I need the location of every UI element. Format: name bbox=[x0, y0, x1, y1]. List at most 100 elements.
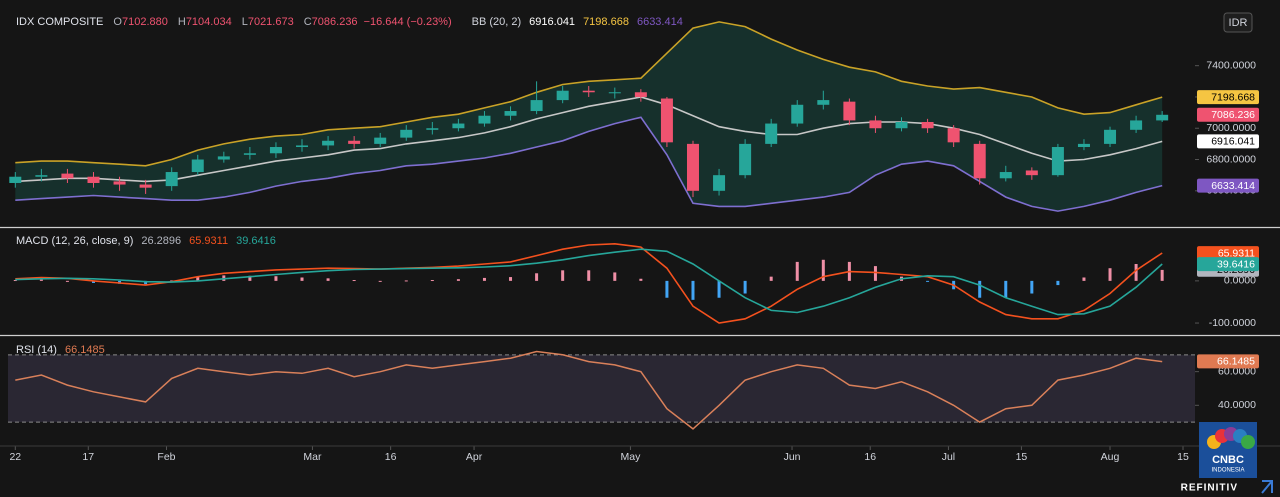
header-item: RSI (14) bbox=[16, 344, 57, 356]
histogram-bar bbox=[1108, 268, 1112, 281]
price-tag-label: 6633.414 bbox=[1211, 180, 1255, 192]
provider: REFINITIV bbox=[1181, 483, 1238, 494]
candle-body bbox=[817, 100, 830, 105]
header-item: 7104.034 bbox=[186, 16, 232, 28]
currency[interactable]: IDR bbox=[1229, 17, 1248, 29]
histogram-bar bbox=[404, 280, 408, 282]
histogram-bar bbox=[1082, 277, 1086, 281]
x-tick-label: 16 bbox=[385, 451, 397, 463]
header-item: C bbox=[304, 16, 312, 28]
candle-body bbox=[634, 92, 647, 97]
header-item: MACD (12, 26, close, 9) bbox=[16, 235, 133, 247]
candle-body bbox=[999, 172, 1012, 179]
candle-body bbox=[139, 184, 152, 188]
price-tag-label: 6916.041 bbox=[1211, 136, 1255, 148]
histogram-bar bbox=[873, 266, 877, 281]
level-band bbox=[8, 354, 1195, 423]
histogram-bar bbox=[274, 276, 278, 281]
histogram-bar bbox=[795, 261, 799, 281]
candle-body bbox=[686, 143, 699, 191]
histogram-bar bbox=[326, 278, 330, 281]
candle-body bbox=[921, 121, 934, 129]
candle-body bbox=[582, 90, 595, 93]
candle-body bbox=[322, 140, 335, 146]
histogram-bar bbox=[482, 277, 486, 281]
header-item: 6633.414 bbox=[637, 16, 683, 28]
candle-body bbox=[660, 98, 673, 143]
histogram-bar bbox=[639, 278, 643, 281]
histogram-bar bbox=[587, 270, 591, 281]
histogram-bar bbox=[196, 276, 200, 281]
price-tag-label: 66.1485 bbox=[1217, 356, 1255, 368]
histogram-bar bbox=[1004, 280, 1008, 298]
price-tag bbox=[1197, 354, 1259, 369]
header-item: 7198.668 bbox=[583, 16, 629, 28]
candle-body bbox=[191, 159, 204, 173]
x-tick-label: Jun bbox=[784, 451, 801, 463]
y-tick-label: 7400.0000 bbox=[1206, 59, 1256, 71]
candle-body bbox=[973, 143, 986, 179]
candle-body bbox=[843, 101, 856, 121]
header-item: 26.2896 bbox=[141, 235, 181, 247]
logo-subtext: INDONESIA bbox=[1211, 468, 1244, 474]
candle-body bbox=[478, 115, 491, 124]
histogram-bar bbox=[535, 273, 539, 281]
header-item: 66.1485 bbox=[65, 344, 105, 356]
histogram-bar bbox=[248, 275, 252, 281]
header-item: 7086.236 bbox=[312, 16, 358, 28]
histogram-bar bbox=[65, 280, 69, 282]
candle-body bbox=[947, 128, 960, 143]
y-tick-label: 60.0000 bbox=[1218, 365, 1256, 377]
header-item: O bbox=[113, 16, 122, 28]
y-tick-label: -100.0000 bbox=[1209, 317, 1256, 329]
candle-body bbox=[348, 140, 361, 144]
panel-header: RSI (14) 66.1485 bbox=[16, 344, 105, 356]
candle-body bbox=[739, 143, 752, 176]
histogram-bar bbox=[300, 277, 304, 281]
price-tag bbox=[1197, 257, 1259, 272]
candle-body bbox=[217, 156, 230, 160]
panel-header: IDX COMPOSITE O7102.880 H7104.034 L7021.673… bbox=[16, 16, 683, 28]
price-tag bbox=[1197, 178, 1259, 193]
candle-body bbox=[269, 147, 282, 154]
candle-body bbox=[113, 181, 126, 185]
x-tick-label: Apr bbox=[466, 451, 483, 463]
candle-body bbox=[452, 123, 465, 129]
candle-body bbox=[869, 120, 882, 129]
candle-body bbox=[87, 176, 100, 183]
header-item: 65.9311 bbox=[189, 235, 228, 247]
candle-body bbox=[243, 153, 256, 155]
header-item: −16.644 (−0.23%) bbox=[364, 16, 452, 28]
candle-body bbox=[713, 175, 726, 191]
x-tick-label: May bbox=[621, 451, 642, 463]
histogram-bar bbox=[821, 259, 825, 281]
currency-button[interactable] bbox=[1223, 12, 1253, 33]
histogram-bar bbox=[743, 280, 747, 294]
histogram-bar bbox=[352, 280, 356, 282]
candle-body bbox=[9, 176, 22, 183]
logo-text: CNBC bbox=[1212, 454, 1244, 466]
histogram-bar bbox=[509, 277, 513, 281]
x-tick-label: Aug bbox=[1101, 451, 1120, 463]
bb-line bbox=[15, 116, 1163, 212]
header-item: 6916.041 bbox=[529, 16, 575, 28]
histogram-bar bbox=[665, 280, 669, 298]
candle-body bbox=[1104, 129, 1117, 144]
histogram-bar bbox=[456, 279, 460, 281]
logo-petal bbox=[1241, 435, 1255, 449]
candle-body bbox=[765, 123, 778, 144]
histogram-bar bbox=[1056, 280, 1060, 286]
candle-body bbox=[35, 175, 48, 177]
header-item: IDX COMPOSITE bbox=[16, 16, 103, 28]
histogram-bar bbox=[561, 270, 565, 281]
x-tick-label: 17 bbox=[82, 451, 94, 463]
header-item: H bbox=[178, 16, 186, 28]
histogram-bar bbox=[378, 280, 382, 282]
candle-body bbox=[504, 111, 517, 116]
price-tag-label: 7198.668 bbox=[1211, 91, 1255, 103]
price-tag bbox=[1197, 107, 1259, 122]
price-tag-label: 65.9311 bbox=[1218, 247, 1255, 259]
candle-body bbox=[1051, 147, 1064, 176]
candle-body bbox=[400, 129, 413, 138]
